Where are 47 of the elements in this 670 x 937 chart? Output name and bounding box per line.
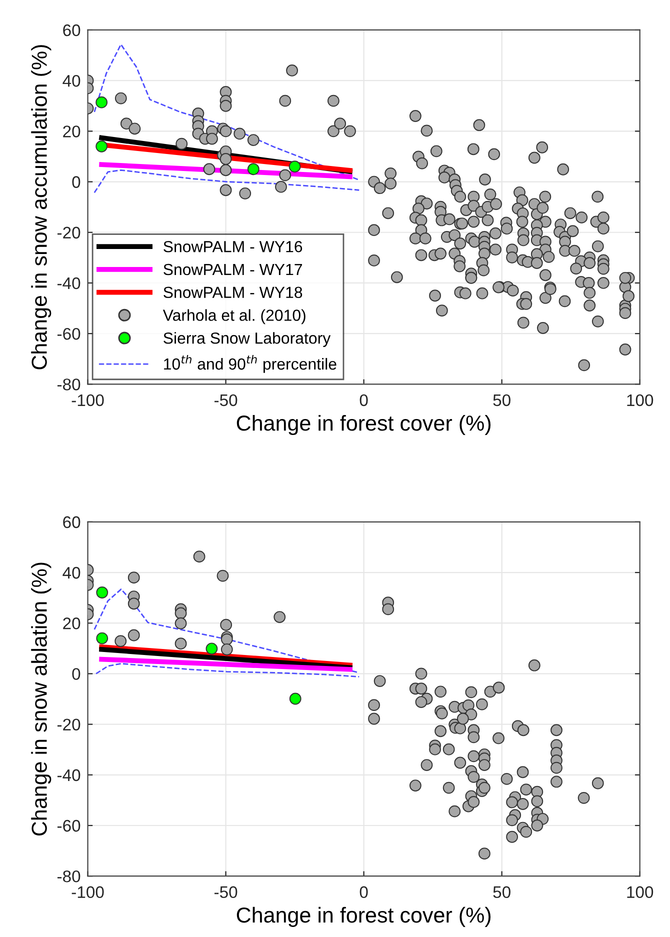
y-tick-label: -40	[57, 277, 80, 290]
y-tick-label: -60	[57, 328, 80, 340]
line-series	[95, 662, 360, 678]
line-series	[94, 588, 360, 674]
legend-label: Sierra Snow Laboratory	[164, 332, 331, 347]
legend-label: SnowPALM - WY18	[164, 286, 302, 298]
x-tick-label: 0	[360, 394, 368, 406]
x-tick-label: -100	[72, 886, 104, 898]
x-tick-label: -100	[72, 394, 104, 406]
y-tick-label: -20	[57, 718, 80, 731]
y-tick-label: 60	[63, 516, 80, 528]
x-tick-label: 100	[627, 394, 654, 406]
point	[96, 140, 108, 152]
point	[96, 586, 108, 598]
x-tick-label: -50	[214, 886, 238, 898]
point	[247, 163, 260, 176]
x-tick-label: 50	[493, 394, 510, 406]
legend-label: SnowPALM - WY17	[164, 264, 302, 276]
point	[96, 632, 108, 644]
y-tick-label: -60	[57, 820, 80, 832]
legend-label: 10$^{th}$ and 90$^{th}$ prercentile	[164, 354, 336, 373]
y-tick-label: 20	[63, 618, 80, 630]
y-tick-label: -20	[57, 226, 80, 239]
point	[206, 642, 218, 655]
y-tick-label: 0	[72, 176, 80, 188]
y-tick-label: 60	[63, 24, 80, 36]
point	[288, 160, 301, 173]
x-tick-label: -50	[214, 394, 238, 406]
x-tick-label: 100	[627, 886, 654, 898]
x-axis-title: Change in forest cover (%)	[236, 906, 491, 927]
y-tick-label: -40	[57, 769, 80, 782]
line-series	[94, 169, 360, 194]
x-tick-label: 50	[493, 886, 510, 898]
x-tick-label: 0	[360, 886, 368, 898]
legend-label: Varhola et al. (2010)	[162, 309, 306, 324]
x-axis-title: Change in forest cover (%)	[236, 414, 491, 436]
y-axis-title: Change in snow accumulation (%)	[31, 45, 52, 370]
point	[289, 692, 302, 705]
y-tick-label: 0	[72, 668, 80, 680]
y-axis-title: Change in snow ablation (%)	[31, 562, 52, 836]
y-tick-label: -80	[57, 378, 80, 390]
y-tick-label: 40	[62, 74, 80, 87]
point	[96, 96, 108, 108]
y-tick-label: 20	[63, 126, 80, 138]
y-tick-label: -80	[57, 870, 80, 882]
y-tick-label: 40	[62, 566, 80, 579]
legend-label: SnowPALM - WY16	[164, 240, 302, 252]
